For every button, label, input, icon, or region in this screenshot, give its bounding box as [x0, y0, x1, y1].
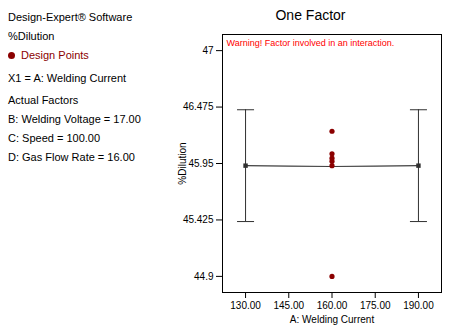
- html-text:%Dilution: %Dilution: [8, 29, 55, 42]
- html-text:X1 = A: Welding Current: X1 = A: Welding Current: [8, 71, 127, 84]
- svg-text:160.00: 160.00: [317, 300, 348, 311]
- svg-text:%Dilution: %Dilution: [177, 142, 188, 184]
- html-text:One Factor: One Factor: [275, 7, 346, 23]
- html-text:B: Welding Voltage = 17.00: B: Welding Voltage = 17.00: [8, 113, 141, 126]
- svg-text:45.95: 45.95: [188, 158, 213, 169]
- svg-text:Warning! Factor involved in an: Warning! Factor involved in an interacti…: [227, 38, 395, 48]
- svg-text:A: Welding Current: A: Welding Current: [290, 314, 375, 325]
- svg-text:130.00: 130.00: [230, 300, 261, 311]
- html-text:Design Points: Design Points: [21, 48, 89, 61]
- svg-text:47: 47: [202, 45, 214, 56]
- svg-text:44.9: 44.9: [194, 271, 214, 282]
- html-text:Design-Expert® Software: Design-Expert® Software: [8, 11, 133, 23]
- svg-text:175.00: 175.00: [360, 300, 391, 311]
- html-text:C: Speed = 100.00: C: Speed = 100.00: [8, 132, 100, 145]
- svg-text:46.475: 46.475: [183, 101, 214, 112]
- svg-text:145.00: 145.00: [273, 300, 304, 311]
- html-text:Actual Factors: Actual Factors: [8, 94, 79, 107]
- html-text:D: Gas Flow Rate = 16.00: D: Gas Flow Rate = 16.00: [8, 150, 135, 163]
- svg-text:190.00: 190.00: [403, 300, 434, 311]
- svg-text:45.425: 45.425: [183, 214, 214, 225]
